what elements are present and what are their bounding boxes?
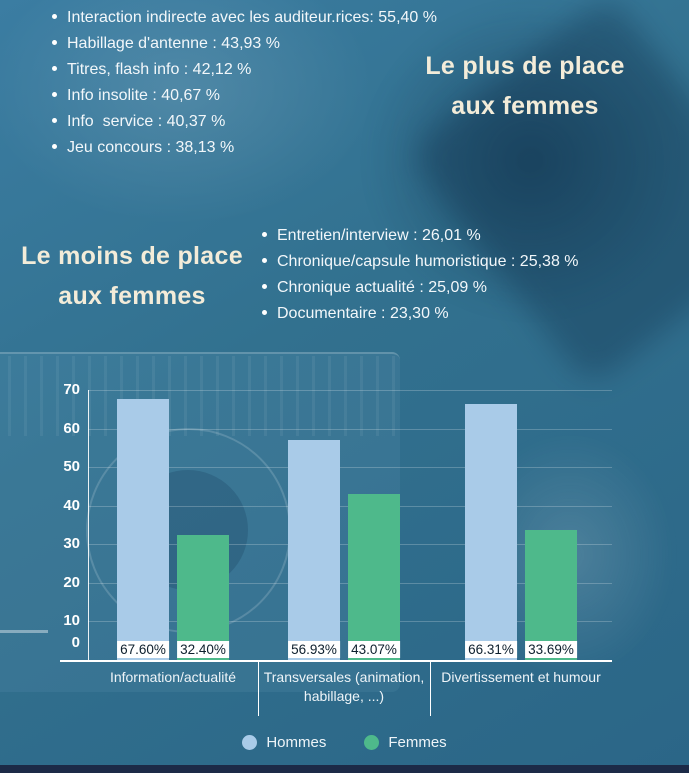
bullet-icon (52, 144, 57, 149)
y-axis-tick-label: 50 (63, 458, 80, 476)
background-hand-shadow (300, 0, 689, 380)
bullet-icon (52, 66, 57, 71)
y-axis-tick-label: 0 (71, 634, 80, 651)
y-axis-tick-label: 40 (63, 496, 80, 514)
background-light-patch (0, 0, 440, 270)
bottom-strip (0, 765, 689, 773)
list-item-text: Documentaire : 23,30 % (277, 305, 449, 322)
femmes-legend-dot-icon (364, 735, 380, 750)
bar-hommes (117, 399, 169, 660)
list-item-text: Entretien/interview : 26,01 % (277, 227, 481, 244)
list-item: Habillage d'antenne : 43,93 % (52, 34, 437, 53)
list-item: Info insolite : 40,67 % (52, 86, 437, 105)
bar-hommes (288, 440, 340, 660)
bar-femmes (525, 530, 577, 660)
bullet-icon (262, 258, 267, 263)
y-axis-line (88, 390, 89, 660)
list-item-text: Chronique actualité : 25,09 % (277, 279, 487, 296)
heading-line: aux femmes (451, 92, 599, 120)
bar-value-label: 43.07% (348, 641, 400, 658)
bar-value-label: 67.60% (117, 641, 169, 658)
list-item: Info service : 40,37 % (52, 112, 437, 131)
hommes-legend-dot-icon (242, 735, 258, 750)
category-label: Transversales (animation, habillage, ...… (258, 662, 430, 716)
list-item-text: Jeu concours : 38,13 % (67, 139, 235, 156)
y-axis-tick-label: 60 (63, 419, 80, 437)
list-item: Jeu concours : 38,13 % (52, 138, 437, 157)
bar-hommes (465, 404, 517, 660)
category-label-text: Transversales (animation, habillage, ...… (263, 669, 425, 704)
list-item: Interaction indirecte avec les auditeur.… (52, 8, 437, 27)
list-item-text: Chronique/capsule humoristique : 25,38 % (277, 253, 579, 270)
category-separator (258, 660, 259, 716)
bullet-icon (52, 14, 57, 19)
heading-line: Le plus de place (425, 52, 625, 80)
x-axis-line (60, 660, 612, 662)
bar-value-label: 32.40% (177, 641, 229, 658)
list-item-text: Info insolite : 40,67 % (67, 87, 220, 104)
heading-line: aux femmes (58, 282, 206, 310)
legend-item: Hommes (242, 734, 326, 751)
y-axis-tick-label: 30 (63, 535, 80, 553)
bullet-icon (52, 40, 57, 45)
most-place-list: Interaction indirecte avec les auditeur.… (52, 8, 437, 164)
list-item: Documentaire : 23,30 % (262, 304, 579, 323)
heading-most-place: Le plus de place aux femmes (406, 46, 644, 126)
bar-femmes (177, 535, 229, 660)
bullet-icon (52, 92, 57, 97)
heading-least-place: Le moins de place aux femmes (6, 236, 258, 316)
list-item-text: Info service : 40,37 % (67, 113, 226, 130)
y-axis-tick-label: 10 (63, 612, 80, 630)
heading-line: Le moins de place (21, 242, 243, 270)
list-item-text: Habillage d'antenne : 43,93 % (67, 35, 280, 52)
category-label: Information/actualité (88, 662, 258, 716)
bullet-icon (262, 310, 267, 315)
y-axis-tick-label: 70 (63, 381, 80, 398)
least-place-list: Entretien/interview : 26,01 % Chronique/c… (262, 226, 579, 330)
bar-value-label: 66.31% (465, 641, 517, 658)
bar-femmes (348, 493, 400, 660)
category-label-text: Divertissement et humour (441, 669, 601, 685)
bullet-icon (262, 284, 267, 289)
category-label-text: Information/actualité (109, 669, 237, 685)
chart-legend: Hommes Femmes (0, 734, 689, 751)
chart-gridline (88, 467, 612, 469)
list-item-text: Titres, flash info : 42,12 % (67, 61, 252, 78)
chart-gridline (88, 428, 612, 430)
list-item: Chronique actualité : 25,09 % (262, 278, 579, 297)
background-radio-slats (0, 356, 400, 436)
bullet-icon (52, 118, 57, 123)
chart-gridline (88, 390, 612, 391)
legend-item: Femmes (364, 734, 447, 751)
list-item: Chronique/capsule humoristique : 25,38 % (262, 252, 579, 271)
y-axis-tick-label: 20 (63, 573, 80, 591)
category-separator (430, 660, 431, 716)
category-label: Divertissement et humour (430, 662, 612, 716)
list-item: Entretien/interview : 26,01 % (262, 226, 579, 245)
bar-value-label: 33.69% (525, 641, 577, 658)
bullet-icon (262, 232, 267, 237)
background-radio-mark (0, 630, 48, 633)
list-item: Titres, flash info : 42,12 % (52, 60, 437, 79)
list-item-text: Interaction indirecte avec les auditeur.… (67, 9, 437, 26)
legend-label: Hommes (266, 734, 327, 751)
legend-label: Femmes (388, 734, 447, 751)
bar-value-label: 56.93% (288, 641, 340, 658)
